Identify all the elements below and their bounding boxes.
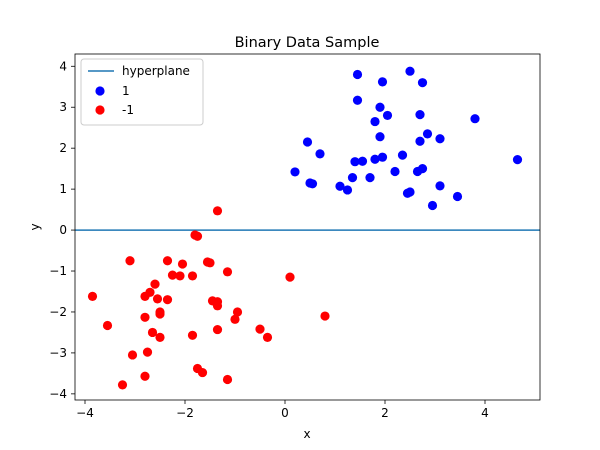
point-class-neg-24 (232, 307, 243, 317)
point-class-pos-20 (397, 150, 408, 160)
point-class-pos-16 (350, 157, 360, 167)
point-class-pos-15 (315, 149, 325, 159)
point-class-neg-23 (155, 309, 165, 319)
point-class-pos-35 (452, 191, 463, 202)
x-axis-label: x (303, 427, 310, 441)
point-class-neg-9 (175, 271, 185, 281)
point-class-pos-29 (305, 178, 315, 188)
point-class-neg-10 (187, 271, 198, 281)
point-class-pos-5 (375, 102, 385, 112)
point-class-pos-9 (470, 114, 480, 124)
point-class-pos-25 (417, 164, 428, 174)
point-class-pos-32 (435, 181, 445, 191)
point-class-neg-27 (320, 311, 330, 321)
point-class-neg-41 (117, 380, 128, 390)
point-class-neg-32 (187, 330, 198, 340)
point-class-pos-21 (512, 155, 523, 165)
legend-swatch-neg (95, 105, 105, 115)
legend-label-neg: -1 (122, 103, 134, 117)
point-class-pos-22 (290, 167, 300, 177)
point-class-pos-10 (375, 132, 385, 142)
point-class-pos-3 (417, 78, 428, 88)
y-tick-label: −2 (49, 305, 67, 319)
y-tick-label: −1 (49, 264, 67, 278)
point-class-pos-8 (415, 110, 425, 120)
point-class-neg-34 (262, 332, 273, 342)
point-class-neg-31 (255, 324, 265, 334)
point-class-pos-27 (365, 173, 375, 183)
y-tick-label: 4 (59, 59, 67, 73)
point-class-pos-13 (302, 137, 313, 147)
point-class-pos-23 (390, 166, 400, 177)
point-class-pos-11 (422, 129, 433, 139)
x-tick-label: 2 (381, 406, 389, 420)
point-class-neg-35 (142, 347, 153, 357)
chart-title: Binary Data Sample (235, 35, 380, 51)
point-class-neg-39 (140, 371, 150, 381)
point-class-neg-36 (127, 350, 138, 360)
point-class-neg-40 (222, 374, 233, 385)
point-class-pos-1 (377, 77, 388, 87)
point-class-neg-6 (205, 258, 215, 268)
point-class-neg-29 (147, 327, 158, 338)
point-class-neg-8 (167, 270, 178, 280)
point-class-neg-25 (140, 312, 150, 322)
y-tick-label: 0 (59, 223, 67, 237)
point-class-pos-17 (357, 156, 368, 166)
y-tick-label: 1 (59, 182, 67, 196)
legend-label-hyperplane: hyperplane (122, 64, 190, 78)
y-axis-label: y (28, 223, 42, 230)
point-class-neg-3 (125, 256, 135, 266)
point-class-neg-2 (192, 231, 203, 241)
x-tick-label: −2 (176, 406, 194, 420)
point-class-neg-12 (285, 272, 295, 282)
x-tick-label: −4 (76, 406, 94, 420)
point-class-pos-4 (352, 95, 363, 105)
point-class-pos-31 (342, 185, 353, 195)
axes-frame (74, 53, 541, 401)
point-class-neg-26 (230, 314, 240, 324)
point-class-neg-30 (212, 324, 223, 335)
point-class-pos-14 (415, 136, 425, 146)
point-class-pos-19 (377, 152, 388, 162)
point-class-neg-38 (197, 367, 208, 378)
y-tick-label: 3 (59, 100, 67, 114)
point-class-pos-30 (335, 181, 345, 191)
axis-ticks: −4 −2 0 2 4 −4 −3 −2 −1 0 1 2 3 4 (49, 59, 489, 420)
legend-label-pos: 1 (122, 84, 130, 98)
point-class-neg-7 (177, 259, 188, 269)
point-class-pos-26 (347, 173, 358, 183)
point-class-pos-0 (352, 69, 363, 80)
legend-swatch-pos (95, 86, 105, 96)
point-class-pos-2 (405, 66, 415, 76)
point-class-pos-6 (382, 110, 393, 121)
legend: hyperplane 1 -1 (80, 58, 204, 126)
point-class-neg-28 (102, 320, 113, 331)
point-class-neg-13 (150, 279, 160, 289)
point-class-pos-12 (435, 134, 445, 144)
x-tick-label: 0 (281, 406, 289, 420)
point-class-neg-16 (152, 294, 163, 304)
legend-box (80, 58, 204, 126)
point-class-pos-7 (370, 116, 380, 127)
point-class-pos-34 (402, 188, 413, 198)
y-tick-label: −3 (49, 346, 67, 360)
point-class-neg-4 (162, 256, 173, 266)
y-tick-label: −4 (49, 387, 67, 401)
point-class-neg-21 (87, 291, 98, 302)
point-class-neg-33 (155, 332, 165, 342)
y-tick-label: 2 (59, 141, 67, 155)
point-class-pos-36 (427, 200, 438, 211)
point-class-pos-18 (370, 154, 380, 164)
point-class-neg-0 (212, 206, 223, 216)
point-class-neg-17 (162, 295, 173, 305)
plot-area (75, 66, 540, 390)
x-tick-label: 4 (481, 406, 489, 420)
point-class-neg-20 (212, 301, 223, 311)
point-class-neg-11 (222, 267, 233, 277)
point-class-neg-15 (140, 291, 150, 302)
